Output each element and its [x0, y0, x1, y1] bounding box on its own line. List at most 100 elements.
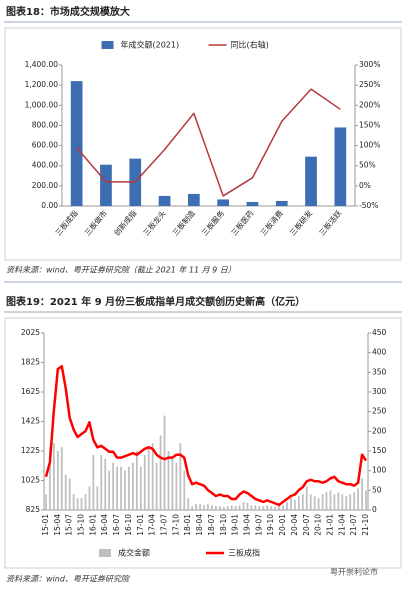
x-tick-label: 19-10: [266, 514, 275, 536]
y2-tick-label: -50%: [359, 201, 378, 210]
bar: [203, 505, 205, 510]
x-tick-label: 20-10: [314, 514, 323, 536]
y-tick-label: 825: [26, 505, 41, 514]
bar: [337, 492, 340, 510]
bar: [286, 502, 288, 510]
legend-label: 成交金额: [118, 548, 150, 558]
legend-swatch: [101, 41, 114, 49]
bar: [365, 490, 367, 510]
source-note: 资料来源：wind、粤开证券研究院: [6, 575, 131, 584]
y2-tick-label: 150: [372, 446, 387, 455]
bar: [238, 505, 241, 510]
bar: [258, 506, 261, 510]
bar: [334, 127, 347, 206]
y2-tick-label: 0%: [359, 181, 371, 190]
bar: [266, 505, 269, 510]
y2-tick-label: 300: [372, 387, 387, 396]
x-tick-label: 17-04: [148, 514, 157, 536]
x-tick-label: 三板龙头: [141, 208, 168, 238]
y-tick-label: 1025: [21, 476, 40, 485]
legend-swatch: [99, 549, 111, 557]
y-tick-label: 400.00: [32, 161, 58, 170]
bar: [246, 201, 259, 206]
bar: [226, 506, 229, 510]
bar: [120, 466, 122, 510]
bar: [108, 470, 111, 510]
bar: [187, 498, 190, 510]
bar: [195, 504, 198, 510]
x-tick-label: 15-07: [65, 514, 74, 536]
line: [76, 88, 341, 197]
y-tick-label: 1625: [21, 387, 40, 396]
x-tick-label: 20-01: [278, 514, 287, 536]
bar: [159, 435, 162, 510]
x-tick-label: 三板研发: [287, 208, 314, 238]
y2-tick-label: 150%: [359, 120, 380, 129]
bar: [104, 458, 107, 510]
x-tick-label: 21-01: [325, 514, 334, 536]
bar: [175, 462, 178, 510]
y-tick-label: 0.00: [41, 201, 58, 210]
bar: [333, 494, 336, 510]
bar: [70, 81, 83, 206]
x-tick-label: 18-04: [195, 514, 204, 536]
bar: [45, 494, 47, 510]
bar: [199, 504, 201, 510]
bar: [270, 506, 273, 510]
y-tick-label: 200.00: [32, 181, 58, 190]
bar: [171, 458, 174, 510]
x-tick-label: 16-07: [112, 514, 121, 536]
bar: [275, 200, 288, 206]
bar: [191, 506, 194, 510]
bar: [60, 447, 63, 510]
x-tick-label: 15-10: [77, 514, 86, 536]
y2-tick-label: 200: [372, 426, 387, 435]
bar: [163, 415, 166, 510]
legend-label: 同比(右轴): [231, 40, 269, 50]
bar: [242, 502, 245, 510]
x-tick-label: 21-10: [361, 514, 370, 536]
x-tick-label: 21-07: [349, 514, 358, 536]
bar: [254, 505, 257, 510]
bar: [84, 494, 87, 510]
figure-caption: 图表18：市场成交规模放大: [6, 5, 130, 18]
bar: [167, 451, 170, 510]
bar: [297, 496, 300, 510]
x-tick-label: 三板服务: [199, 208, 226, 238]
bar: [68, 478, 71, 510]
y-tick-label: 1,400.00: [25, 60, 59, 69]
x-tick-label: 16-10: [124, 514, 133, 536]
bar: [230, 505, 233, 510]
y-tick-label: 1,200.00: [25, 80, 59, 89]
x-tick-label: 19-07: [254, 514, 263, 536]
y-tick-label: 600.00: [32, 141, 58, 150]
bar: [143, 454, 146, 510]
bar: [151, 443, 154, 510]
chart-frame: [4, 317, 402, 569]
bar: [135, 451, 138, 510]
bar: [49, 447, 51, 510]
bar: [305, 486, 308, 510]
bar: [211, 505, 213, 510]
x-tick-label: 三板制造: [170, 208, 197, 238]
y2-tick-label: 100: [372, 466, 387, 475]
bar: [72, 494, 75, 510]
x-tick-label: 创新成指: [111, 208, 138, 238]
y2-tick-label: 50: [372, 485, 382, 494]
figure-caption: 图表19：2021 年 9 月份三板成指单月成交额创历史新高（亿元）: [6, 295, 305, 308]
x-tick-label: 17-01: [136, 514, 145, 536]
y2-tick-label: 0: [372, 505, 377, 514]
line: [44, 364, 368, 507]
x-tick-label: 21-04: [337, 514, 346, 536]
bar: [282, 505, 284, 510]
bar: [222, 506, 225, 510]
y2-tick-label: 250: [372, 407, 387, 416]
bar: [88, 486, 91, 510]
x-tick-label: 18-01: [183, 514, 192, 536]
bar: [112, 462, 115, 510]
bar: [158, 195, 171, 206]
bar: [290, 498, 292, 510]
bar: [155, 462, 158, 510]
bar: [187, 193, 200, 206]
